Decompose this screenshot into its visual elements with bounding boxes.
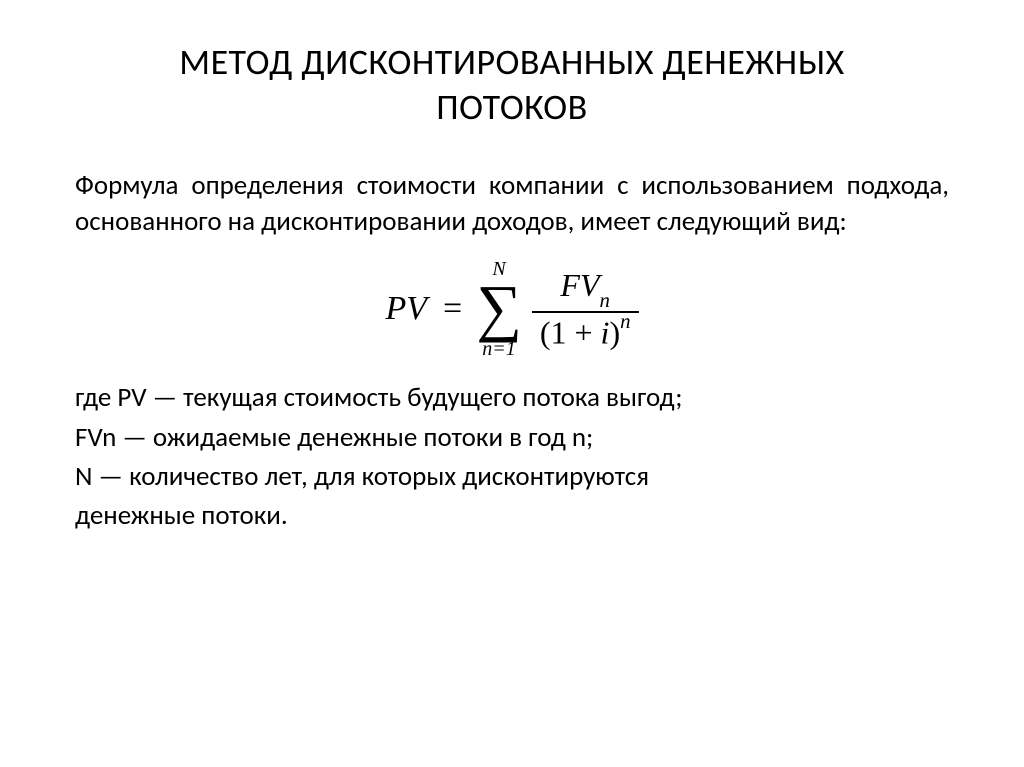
equals-sign: = (443, 290, 462, 328)
open-paren: ( (540, 314, 551, 350)
numerator-subscript: n (600, 289, 610, 312)
fraction-denominator: (1 + i)n (532, 313, 639, 353)
formula-container: PV = N ∑ n=1 FVn (1 + i)n (75, 259, 949, 359)
dcf-formula: PV = N ∑ n=1 FVn (1 + i)n (385, 259, 638, 359)
definition-n-line2: денежные потоки. (75, 497, 949, 534)
definition-n-line1: N — количество лет, для которых дисконти… (75, 458, 949, 495)
close-paren: ) (609, 314, 620, 350)
intro-paragraph: Формула определения стоимости компании с… (75, 168, 949, 241)
summation-block: N ∑ n=1 (476, 259, 522, 359)
numerator-base: FV (560, 267, 599, 303)
fraction-numerator: FVn (552, 266, 618, 311)
definition-pv: где PV — текущая стоимость будущего пото… (75, 379, 949, 416)
sum-lower-limit: n=1 (482, 339, 516, 359)
slide-title: МЕТОД ДИСКОНТИРОВАННЫХ ДЕНЕЖНЫХ ПОТОКОВ (75, 40, 949, 130)
title-line-2: ПОТОКОВ (436, 85, 587, 129)
definition-fvn: FVn — ожидаемые денежные потоки в год n; (75, 419, 949, 456)
formula-lhs: PV (385, 290, 427, 328)
title-line-1: МЕТОД ДИСКОНТИРОВАННЫХ ДЕНЕЖНЫХ (179, 40, 844, 84)
one-plus: 1 + (551, 314, 601, 350)
fraction: FVn (1 + i)n (532, 266, 639, 353)
definitions-block: где PV — текущая стоимость будущего пото… (75, 379, 949, 534)
denominator-superscript: n (620, 310, 630, 333)
sigma-symbol: ∑ (476, 281, 522, 335)
